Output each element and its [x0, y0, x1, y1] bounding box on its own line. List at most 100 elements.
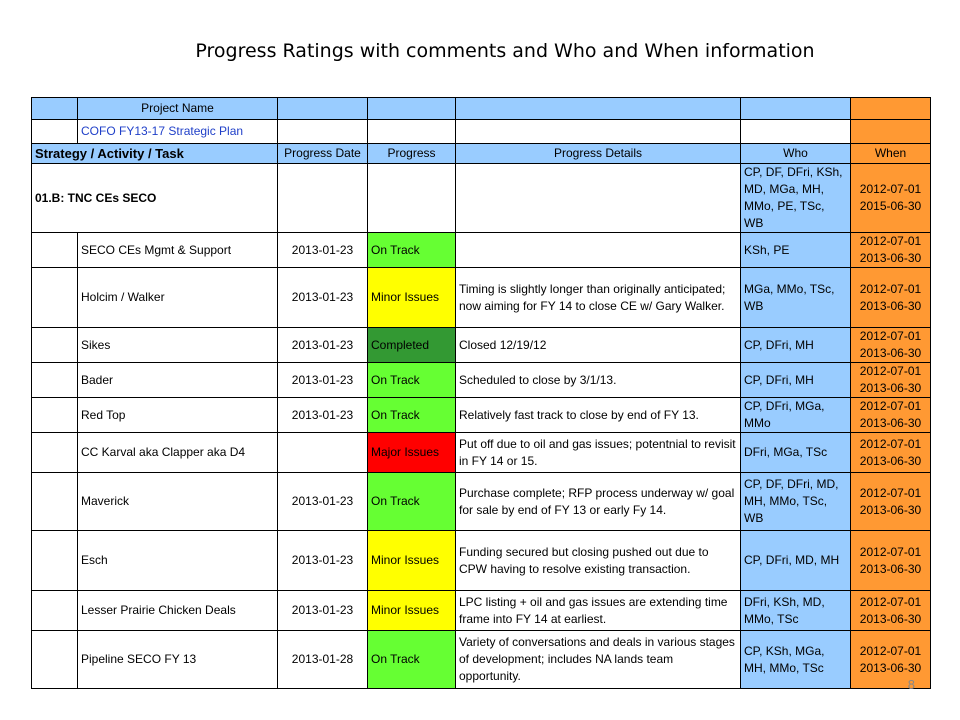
status-cell: On Track: [367, 232, 456, 268]
task-name: Lesser Prairie Chicken Deals: [77, 590, 278, 631]
progress-date: 2013-01-23: [277, 472, 368, 531]
status-cell: On Track: [367, 397, 456, 433]
when-cell: 2012-07-01 2013-06-30: [850, 530, 931, 591]
when-end: 2013-06-30: [859, 561, 922, 576]
column-header-progress: Progress: [367, 143, 456, 164]
task-row: Maverick 2013-01-23 On Track Purchase compl…: [31, 472, 931, 531]
progress-details: Timing is slightly longer than originall…: [455, 267, 741, 328]
when-start: 2012-07-01: [859, 544, 922, 559]
progress-details: [455, 232, 741, 268]
indent-cell: [31, 432, 78, 473]
task-name: SECO CEs Mgmt & Support: [77, 232, 278, 268]
header-blank-cell: [850, 119, 931, 144]
progress-details: Relatively fast track to close by end of…: [455, 397, 741, 433]
when-start: 2012-07-01: [859, 594, 922, 609]
when-start: 2012-07-01: [859, 329, 922, 343]
task-row: Bader 2013-01-23 On Track Scheduled to clos…: [31, 362, 931, 398]
when-cell: 2012-07-01 2013-06-30: [850, 267, 931, 328]
who-cell: CP, DFri, MD, MH: [740, 530, 851, 591]
page-number: 8: [907, 677, 915, 692]
progress-details: Scheduled to close by 3/1/13.: [455, 362, 741, 398]
when-start: 2012-07-01: [859, 643, 922, 658]
header-row-plan: COFO FY13-17 Strategic Plan: [31, 119, 931, 144]
when-cell: 2012-07-01 2013-06-30: [850, 630, 931, 689]
status-cell: On Track: [367, 472, 456, 531]
when-end: 2013-06-30: [859, 611, 922, 626]
column-header-who: Who: [740, 143, 851, 164]
header-blank-cell: [367, 119, 456, 144]
progress-date: 2013-01-23: [277, 590, 368, 631]
header-blank-cell: [455, 119, 741, 144]
indent-cell: [31, 232, 78, 268]
header-blank-cell: [277, 119, 368, 144]
task-row: SECO CEs Mgmt & Support 2013-01-23 On Trac…: [31, 232, 931, 268]
indent-cell: [31, 397, 78, 433]
indent-cell: [31, 472, 78, 531]
column-header-row: Strategy / Activity / Task Progress Date…: [31, 143, 931, 164]
column-header-progress-details: Progress Details: [455, 143, 741, 164]
header-blank-cell: [31, 119, 78, 144]
column-header-strategy: Strategy / Activity / Task: [31, 143, 278, 164]
task-row: Holcim / Walker 2013-01-23 Minor Issues Tim…: [31, 267, 931, 328]
project-name-label: Project Name: [77, 97, 278, 120]
task-name: Sikes: [77, 327, 278, 363]
progress-date: 2013-01-23: [277, 362, 368, 398]
when-end: 2013-06-30: [859, 502, 922, 517]
when-start: 2012-07-01: [859, 281, 922, 296]
group-when-start: 2012-07-01: [859, 182, 922, 196]
progress-details: Purchase complete; RFP process underway …: [455, 472, 741, 531]
group-row: 01.B: TNC CEs SECO CP, DF, DFri, KSh, MD…: [31, 163, 931, 233]
when-end: 2013-06-30: [859, 298, 922, 313]
who-cell: CP, KSh, MGa, MH, MMo, TSc: [740, 630, 851, 689]
indent-cell: [31, 362, 78, 398]
who-cell: CP, DFri, MH: [740, 327, 851, 363]
who-cell: DFri, MGa, TSc: [740, 432, 851, 473]
task-name: Maverick: [77, 472, 278, 531]
task-row: Esch 2013-01-23 Minor Issues Funding secure…: [31, 530, 931, 591]
progress-details: Funding secured but closing pushed out d…: [455, 530, 741, 591]
who-cell: DFri, KSh, MD, MMo, TSc: [740, 590, 851, 631]
progress-table: Project Name COFO FY13-17 Strategic Plan…: [31, 97, 931, 689]
indent-cell: [31, 630, 78, 689]
status-cell: Completed: [367, 327, 456, 363]
when-end: 2013-06-30: [859, 660, 922, 675]
status-cell: Minor Issues: [367, 530, 456, 591]
who-cell: CP, DFri, MGa, MMo: [740, 397, 851, 433]
when-start: 2012-07-01: [859, 485, 922, 500]
when-start: 2012-07-01: [859, 436, 922, 451]
progress-date: 2013-01-23: [277, 327, 368, 363]
when-cell: 2012-07-01 2013-06-30: [850, 472, 931, 531]
when-end: 2013-06-30: [859, 453, 922, 468]
column-header-progress-date: Progress Date: [277, 143, 368, 164]
progress-date: 2013-01-23: [277, 397, 368, 433]
when-start: 2012-07-01: [859, 364, 922, 378]
task-row: Red Top 2013-01-23 On Track Relatively fast…: [31, 397, 931, 433]
task-name: Esch: [77, 530, 278, 591]
status-cell: Minor Issues: [367, 267, 456, 328]
status-cell: Minor Issues: [367, 590, 456, 631]
when-start: 2012-07-01: [859, 234, 922, 248]
who-cell: CP, DF, DFri, MD, MH, MMo, TSc, WB: [740, 472, 851, 531]
task-row: Pipeline SECO FY 13 2013-01-28 On Track Var…: [31, 630, 931, 689]
progress-date: 2013-01-23: [277, 267, 368, 328]
header-blank-cell: [740, 119, 851, 144]
slide-title: Progress Ratings with comments and Who a…: [195, 40, 815, 62]
header-blank-cell: [455, 97, 741, 120]
when-start: 2012-07-01: [859, 399, 922, 413]
progress-date: [277, 432, 368, 473]
plan-name: COFO FY13-17 Strategic Plan: [77, 119, 278, 144]
progress-date: 2013-01-23: [277, 232, 368, 268]
when-cell: 2012-07-01 2013-06-30: [850, 590, 931, 631]
header-blank-cell: [31, 97, 78, 120]
who-cell: KSh, PE: [740, 232, 851, 268]
progress-date: 2013-01-28: [277, 630, 368, 689]
group-blank-cell: [367, 163, 456, 233]
indent-cell: [31, 267, 78, 328]
status-cell: Major Issues: [367, 432, 456, 473]
when-cell: 2012-07-01 2013-06-30: [850, 362, 931, 398]
who-cell: CP, DFri, MH: [740, 362, 851, 398]
task-name: Bader: [77, 362, 278, 398]
header-blank-cell: [277, 97, 368, 120]
header-blank-cell: [740, 97, 851, 120]
group-when: 2012-07-01 2015-06-30: [850, 163, 931, 233]
